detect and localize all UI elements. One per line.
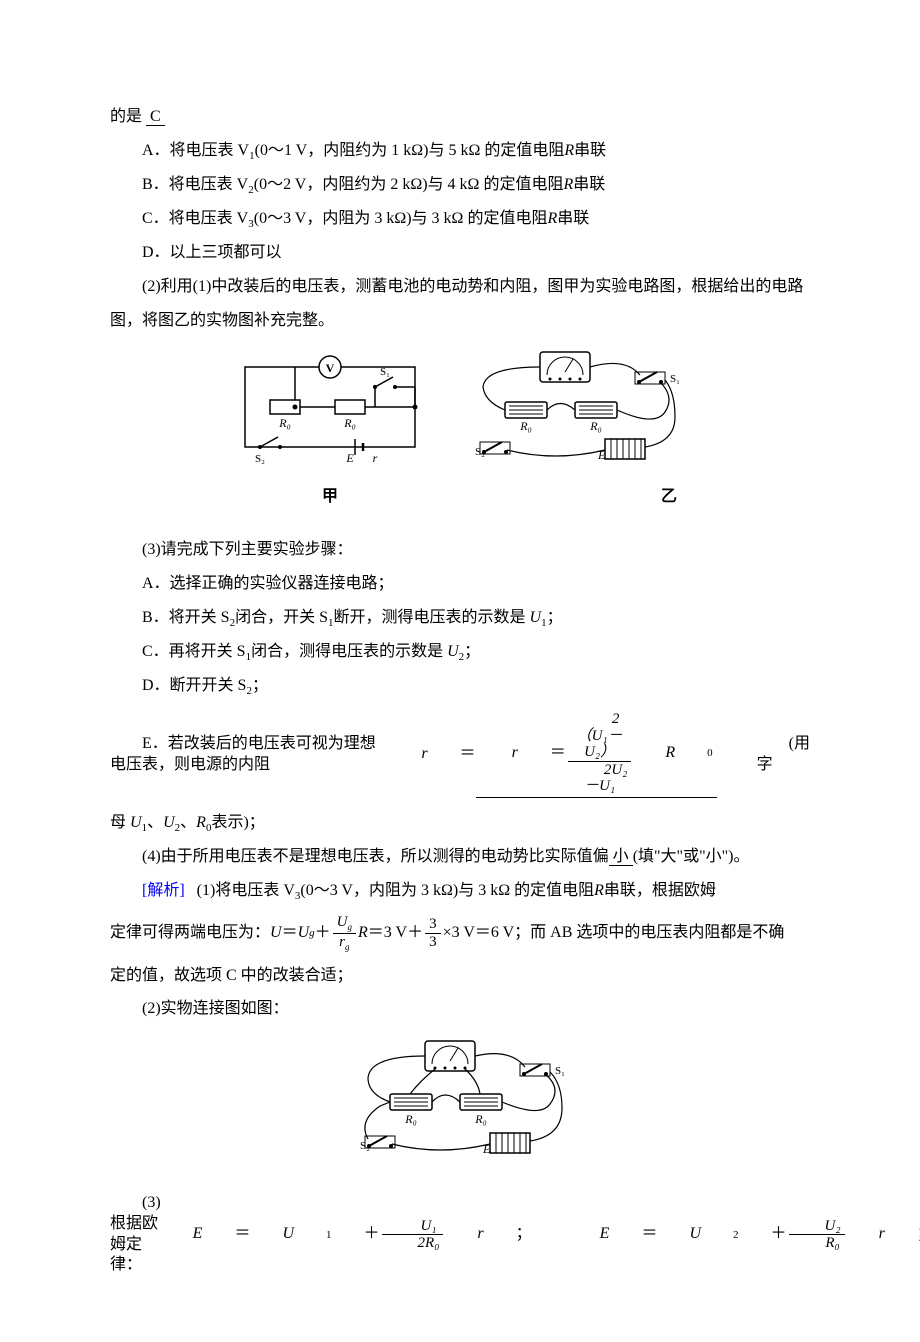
- frac-e: 2（U₁－U₂） 2U₂－U₁: [568, 711, 632, 795]
- svg-text:R₀: R₀: [278, 416, 291, 430]
- circuit-caption: 甲: [235, 480, 425, 514]
- step-b: B．将开关 S2闭合，开关 S1断开，测得电压表的示数是 U1；: [110, 601, 810, 635]
- step-d: D．断开开关 S2；: [110, 669, 810, 703]
- step-c: C．再将开关 S1闭合，测得电压表的示数是 U2；: [110, 635, 810, 669]
- svg-text:R₀: R₀: [474, 1112, 487, 1126]
- frac-sol3a: U₁ 2R₀: [382, 1218, 444, 1252]
- page: 的是 C A．将电压表 V1(0～1 V，内阻约为 1 kΩ)与 5 kΩ 的定…: [0, 0, 920, 1342]
- step-e-cont: 母 U1、U2、R0表示)；: [110, 806, 810, 840]
- solution-1-line2: 定律可得两端电压为： U＝ Ug ＋ Ug rg R ＝3 V＋ 3 3 ×3 …: [110, 914, 784, 953]
- solution-3: (3)根据欧姆定律： E＝ U1 ＋ U₁ 2R₀ r； E＝ U2 ＋ U₂ …: [110, 1193, 920, 1276]
- circuit-diagram: V R₀ R₀ S₁ S₂ E r: [235, 347, 425, 513]
- svg-text:S₂: S₂: [255, 453, 265, 465]
- svg-text:V: V: [326, 361, 335, 375]
- figure-row-1: V R₀ R₀ S₁ S₂ E r: [110, 347, 810, 513]
- physical-svg: R₀ R₀ S₁ S₂ E: [465, 347, 685, 467]
- solution-2: (2)实物连接图如图：: [110, 992, 810, 1026]
- svg-text:S₁: S₁: [555, 1065, 565, 1077]
- option-c: C．将电压表 V3(0～3 V，内阻为 3 kΩ)与 3 kΩ 的定值电阻R串联: [110, 202, 810, 236]
- circuit-svg: V R₀ R₀ S₁ S₂ E r: [235, 347, 425, 467]
- svg-text:R₀: R₀: [404, 1112, 417, 1126]
- svg-text:R₀: R₀: [343, 416, 356, 430]
- step-a: A．选择正确的实验仪器连接电路；: [110, 567, 810, 601]
- option-a: A．将电压表 V1(0～1 V，内阻约为 1 kΩ)与 5 kΩ 的定值电阻R串…: [110, 134, 810, 168]
- q2-text: (2)利用(1)中改装后的电压表，测蓄电池的电动势和内阻，图甲为实验电路图，根据…: [110, 270, 810, 337]
- option-d: D．以上三项都可以: [110, 236, 810, 270]
- intro-tail: 的是: [110, 108, 142, 125]
- frac-sol3b: U₂ R₀: [789, 1218, 845, 1252]
- q4: (4)由于所用电压表不是理想电压表，所以测得的电动势比实际值偏小(填"大"或"小…: [110, 840, 810, 874]
- frac-sol1b: 3 3: [425, 916, 441, 950]
- solution-1-line1: [解析] (1)将电压表 V3(0～3 V，内阻为 3 kΩ)与 3 kΩ 的定…: [110, 874, 810, 908]
- svg-text:E: E: [345, 451, 354, 465]
- option-b: B．将电压表 V2(0～2 V，内阻约为 2 kΩ)与 4 kΩ 的定值电阻R串…: [110, 168, 810, 202]
- physical-svg-2: R₀ R₀ S₁ S₂ E: [350, 1036, 570, 1166]
- svg-text:r: r: [373, 451, 378, 465]
- physical-diagram: R₀ R₀ S₁ S₂ E: [465, 347, 685, 513]
- figure-row-2: R₀ R₀ S₁ S₂ E: [110, 1036, 810, 1166]
- q3-head: (3)请完成下列主要实验步骤：: [110, 533, 810, 567]
- svg-text:S₁: S₁: [670, 373, 680, 385]
- svg-text:R₀: R₀: [519, 419, 532, 433]
- intro-answer: C: [146, 108, 165, 126]
- intro-line: 的是 C: [110, 100, 810, 134]
- solution-1-line3: 定的值，故选项 C 中的改装合适；: [110, 959, 810, 993]
- svg-text:S₂: S₂: [475, 446, 485, 458]
- q4-answer: 小: [609, 848, 633, 866]
- svg-text:S₁: S₁: [380, 366, 390, 378]
- physical-caption: 乙: [465, 480, 685, 514]
- step-e: E．若改装后的电压表可视为理想电压表，则电源的内阻 r ＝ r＝ 2（U₁－U₂…: [110, 711, 810, 798]
- frac-sol1a: Ug rg: [333, 914, 356, 953]
- svg-text:R₀: R₀: [589, 419, 602, 433]
- svg-text:S₂: S₂: [360, 1140, 370, 1152]
- step-e-answer: r＝ 2（U₁－U₂） 2U₂－U₁ R0: [476, 711, 717, 798]
- solution-label: [解析]: [142, 882, 185, 899]
